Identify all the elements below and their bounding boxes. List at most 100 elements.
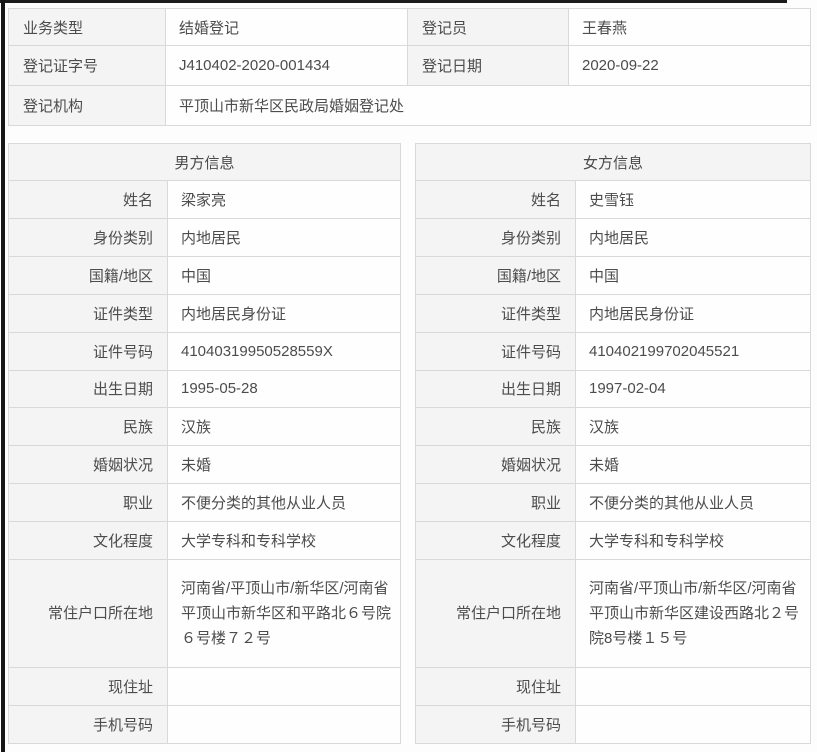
- row-label: 文化程度: [8, 521, 168, 561]
- top-frame-line: [0, 0, 787, 3]
- row-label: 现住址: [415, 667, 576, 706]
- row-label: 常住户口所在地: [415, 559, 576, 669]
- row-label: 手机号码: [8, 704, 168, 745]
- table-row: 文化程度 大学专科和专科学校: [8, 521, 402, 561]
- table-row: 民族 汉族: [8, 407, 402, 447]
- table-row: 现住址: [8, 667, 402, 706]
- row-label: 身份类别: [8, 217, 168, 257]
- table-row: 证件类型 内地居民身份证: [8, 293, 402, 333]
- table-row: 国籍/地区 中国: [8, 255, 402, 295]
- table-row: 证件号码 41040319950528559X: [8, 331, 402, 371]
- registrar-value: 王春燕: [568, 8, 811, 46]
- table-row: 姓名 梁家亮: [8, 180, 402, 219]
- row-value: 内地居民: [574, 217, 812, 257]
- table-row: 证件类型 内地居民身份证: [415, 293, 812, 333]
- registration-date-label: 登记日期: [407, 45, 569, 86]
- registration-date-value: 2020-09-22: [568, 45, 811, 86]
- row-value: [166, 667, 402, 706]
- row-value: 未婚: [166, 445, 402, 485]
- row-value: 内地居民身份证: [574, 293, 812, 333]
- row-value: 汉族: [574, 407, 812, 447]
- row-value: 410402199702045521: [574, 331, 812, 371]
- row-label: 姓名: [8, 180, 168, 219]
- table-row: 手机号码: [415, 704, 812, 745]
- row-value: 内地居民: [166, 217, 402, 257]
- row-label: 出生日期: [8, 369, 168, 409]
- business-type-label: 业务类型: [8, 8, 166, 46]
- row-value: 史雪钰: [574, 180, 812, 219]
- table-row: 婚姻状况 未婚: [8, 445, 402, 485]
- table-row: 登记机构 平顶山市新华区民政局婚姻登记处: [8, 85, 811, 126]
- row-value: [574, 704, 812, 745]
- row-label: 姓名: [415, 180, 576, 219]
- table-row: 出生日期 1995-05-28: [8, 369, 402, 409]
- table-row: 男方信息: [7, 143, 402, 181]
- row-label: 证件号码: [8, 331, 168, 371]
- left-frame-line: [1, 0, 5, 752]
- row-label: 常住户口所在地: [8, 559, 168, 669]
- table-row: 登记证字号 J410402-2020-001434 登记日期 2020-09-2…: [8, 45, 811, 86]
- certificate-number-value: J410402-2020-001434: [165, 45, 408, 86]
- row-label: 证件类型: [415, 293, 576, 333]
- registration-office-value: 平顶山市新华区民政局婚姻登记处: [165, 85, 811, 126]
- table-row: 业务类型 结婚登记 登记员 王春燕: [8, 8, 811, 46]
- female-info-table: 女方信息 姓名 史雪钰 身份类别 内地居民 国籍/地区 中国 证件类型 内地居民…: [414, 143, 812, 745]
- row-value: 汉族: [166, 407, 402, 447]
- table-row: 女方信息: [414, 143, 812, 181]
- male-info-table: 男方信息 姓名 梁家亮 身份类别 内地居民 国籍/地区 中国 证件类型 内地居民…: [7, 143, 402, 745]
- row-value: 1997-02-04: [574, 369, 812, 409]
- registrar-label: 登记员: [407, 8, 569, 46]
- row-label: 现住址: [8, 667, 168, 706]
- female-info-title: 女方信息: [414, 143, 812, 181]
- row-value: 大学专科和专科学校: [574, 521, 812, 561]
- row-value: 梁家亮: [166, 180, 402, 219]
- row-label: 婚姻状况: [415, 445, 576, 485]
- row-value: [166, 704, 402, 745]
- registration-office-label: 登记机构: [8, 85, 166, 126]
- table-row: 民族 汉族: [415, 407, 812, 447]
- row-label: 身份类别: [415, 217, 576, 257]
- row-label: 国籍/地区: [8, 255, 168, 295]
- table-row: 身份类别 内地居民: [415, 217, 812, 257]
- table-row: 常住户口所在地 河南省/平顶山市/新华区/河南省平顶山市新华区和平路北６号院６号…: [8, 559, 402, 669]
- table-row: 婚姻状况 未婚: [415, 445, 812, 485]
- row-label: 文化程度: [415, 521, 576, 561]
- certificate-number-label: 登记证字号: [8, 45, 166, 86]
- table-row: 身份类别 内地居民: [8, 217, 402, 257]
- registration-summary-table: 业务类型 结婚登记 登记员 王春燕 登记证字号 J410402-2020-001…: [8, 8, 811, 126]
- row-label: 职业: [8, 483, 168, 523]
- row-value: 大学专科和专科学校: [166, 521, 402, 561]
- row-value: 河南省/平顶山市/新华区/河南省平顶山市新华区和平路北６号院６号楼７２号: [166, 559, 402, 669]
- row-label: 职业: [415, 483, 576, 523]
- row-label: 手机号码: [415, 704, 576, 745]
- row-label: 出生日期: [415, 369, 576, 409]
- row-value: 未婚: [574, 445, 812, 485]
- table-row: 姓名 史雪钰: [415, 180, 812, 219]
- table-row: 文化程度 大学专科和专科学校: [415, 521, 812, 561]
- row-value: 不便分类的其他从业人员: [574, 483, 812, 523]
- row-label: 民族: [415, 407, 576, 447]
- table-row: 现住址: [415, 667, 812, 706]
- table-row: 职业 不便分类的其他从业人员: [8, 483, 402, 523]
- business-type-value: 结婚登记: [165, 8, 408, 46]
- row-label: 民族: [8, 407, 168, 447]
- row-value: 中国: [166, 255, 402, 295]
- male-info-title: 男方信息: [7, 143, 402, 181]
- row-label: 证件类型: [8, 293, 168, 333]
- row-value: 中国: [574, 255, 812, 295]
- table-row: 常住户口所在地 河南省/平顶山市/新华区/河南省平顶山市新华区建设西路北２号院8…: [415, 559, 812, 669]
- table-row: 手机号码: [8, 704, 402, 745]
- row-value: 41040319950528559X: [166, 331, 402, 371]
- table-row: 出生日期 1997-02-04: [415, 369, 812, 409]
- row-value: 内地居民身份证: [166, 293, 402, 333]
- row-label: 国籍/地区: [415, 255, 576, 295]
- row-label: 证件号码: [415, 331, 576, 371]
- row-value: [574, 667, 812, 706]
- table-row: 职业 不便分类的其他从业人员: [415, 483, 812, 523]
- row-value: 1995-05-28: [166, 369, 402, 409]
- row-value: 河南省/平顶山市/新华区/河南省平顶山市新华区建设西路北２号院8号楼１５号: [574, 559, 812, 669]
- table-row: 国籍/地区 中国: [415, 255, 812, 295]
- table-row: 证件号码 410402199702045521: [415, 331, 812, 371]
- row-value: 不便分类的其他从业人员: [166, 483, 402, 523]
